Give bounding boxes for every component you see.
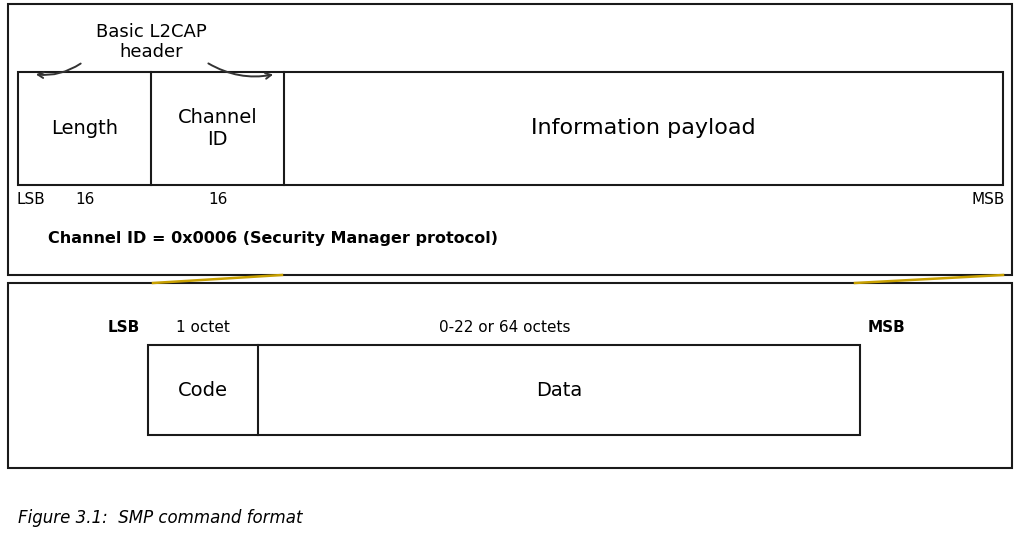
Polygon shape xyxy=(8,283,1011,468)
Text: LSB: LSB xyxy=(16,192,45,207)
Text: MSB: MSB xyxy=(971,192,1004,207)
Text: 16: 16 xyxy=(208,192,227,207)
Text: 0-22 or 64 octets: 0-22 or 64 octets xyxy=(438,321,570,336)
Text: 16: 16 xyxy=(75,192,95,207)
Text: Length: Length xyxy=(51,119,118,138)
Text: Code: Code xyxy=(178,381,228,399)
Text: 1 octet: 1 octet xyxy=(175,321,229,336)
Text: header: header xyxy=(119,43,182,61)
Polygon shape xyxy=(8,4,1011,275)
Text: LSB: LSB xyxy=(108,321,140,336)
Text: Figure 3.1:  SMP command format: Figure 3.1: SMP command format xyxy=(18,509,303,527)
Text: Channel ID = 0x0006 (Security Manager protocol): Channel ID = 0x0006 (Security Manager pr… xyxy=(48,230,497,245)
Polygon shape xyxy=(18,72,1002,185)
Text: Information payload: Information payload xyxy=(531,118,755,138)
Text: MSB: MSB xyxy=(867,321,905,336)
Text: Channel
ID: Channel ID xyxy=(177,108,257,149)
Polygon shape xyxy=(148,345,859,435)
Text: Basic L2CAP: Basic L2CAP xyxy=(96,23,206,41)
Text: Data: Data xyxy=(536,381,582,399)
